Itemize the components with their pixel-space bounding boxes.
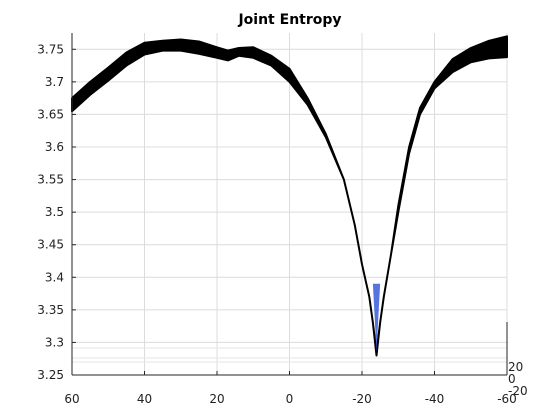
y-tick-label: 3.3 — [45, 335, 64, 349]
x-tick-label: -20 — [352, 392, 372, 406]
y-tick-label: 3.5 — [45, 205, 64, 219]
tick-labels: 60 40 20 0 -20 -40 -603.253.33.353.43.453.53.5… — [37, 42, 527, 406]
x-tick-label: 60 — [64, 392, 79, 406]
y-tick-label: 3.6 — [45, 140, 64, 154]
y-tick-label: 3.75 — [37, 42, 64, 56]
x-tick-label: 0 — [286, 392, 294, 406]
y-tick-label: 3.4 — [45, 270, 64, 284]
chart-title: Joint Entropy — [237, 12, 341, 28]
y-tick-label: 3.25 — [37, 368, 64, 382]
z-tick-label: 20 — [508, 360, 523, 374]
z-tick-label: 0 — [508, 372, 516, 386]
entropy-band — [71, 35, 508, 357]
y-tick-label: 3.65 — [37, 107, 64, 121]
minimum-highlight — [372, 283, 381, 353]
y-tick-label: 3.45 — [37, 238, 64, 252]
y-tick-label: 3.7 — [45, 75, 64, 89]
x-tick-label: -40 — [425, 392, 445, 406]
axes — [71, 33, 508, 376]
y-tick-label: 3.55 — [37, 173, 64, 187]
x-tick-label: -60 — [497, 392, 517, 406]
x-tick-label: 40 — [137, 392, 152, 406]
entropy-band-area — [71, 35, 508, 357]
y-tick-label: 3.35 — [37, 303, 64, 317]
z-tick-label: -20 — [508, 384, 528, 398]
x-tick-label: 20 — [209, 392, 224, 406]
